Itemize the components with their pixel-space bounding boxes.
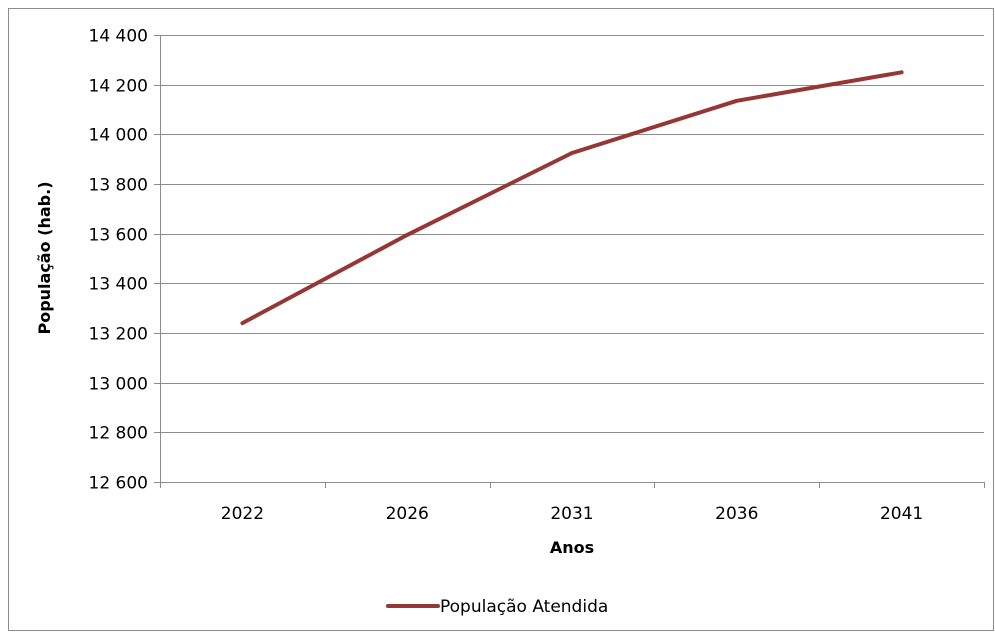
axes — [154, 35, 985, 488]
y-tick-label: 14 200 — [89, 77, 148, 97]
y-tick-label: 13 400 — [89, 275, 148, 295]
y-tick-label: 14 000 — [89, 126, 148, 146]
x-tick-label: 2022 — [221, 504, 264, 524]
x-tick-label: 2026 — [386, 504, 429, 524]
x-tick-label: 2041 — [880, 504, 923, 524]
series-line-populacao-atendida — [240, 70, 904, 326]
x-tick-label: 2031 — [550, 504, 593, 524]
y-tick-labels: 12 600 12 800 13 000 13 200 13 400 13 600 13 8… — [89, 27, 148, 494]
y-tick-label: 13 800 — [89, 176, 148, 196]
y-tick-label: 13 200 — [89, 325, 148, 345]
x-tick-labels: 2022 2026 2031 2036 2041 — [221, 504, 923, 524]
x-tick-label: 2036 — [715, 504, 758, 524]
x-axis-title: Anos — [550, 538, 594, 557]
legend: População Atendida — [386, 597, 608, 617]
y-axis-title: População (hab.) — [35, 181, 54, 334]
y-tick-label: 13 000 — [89, 375, 148, 395]
y-tick-label: 14 400 — [89, 27, 148, 47]
y-tick-label: 12 600 — [89, 474, 148, 494]
legend-label-populacao-atendida: População Atendida — [440, 597, 608, 617]
chart-frame — [8, 8, 994, 631]
gridlines — [160, 35, 984, 433]
y-tick-label: 12 800 — [89, 424, 148, 444]
y-tick-label: 13 600 — [89, 226, 148, 246]
series-lines — [240, 70, 904, 326]
